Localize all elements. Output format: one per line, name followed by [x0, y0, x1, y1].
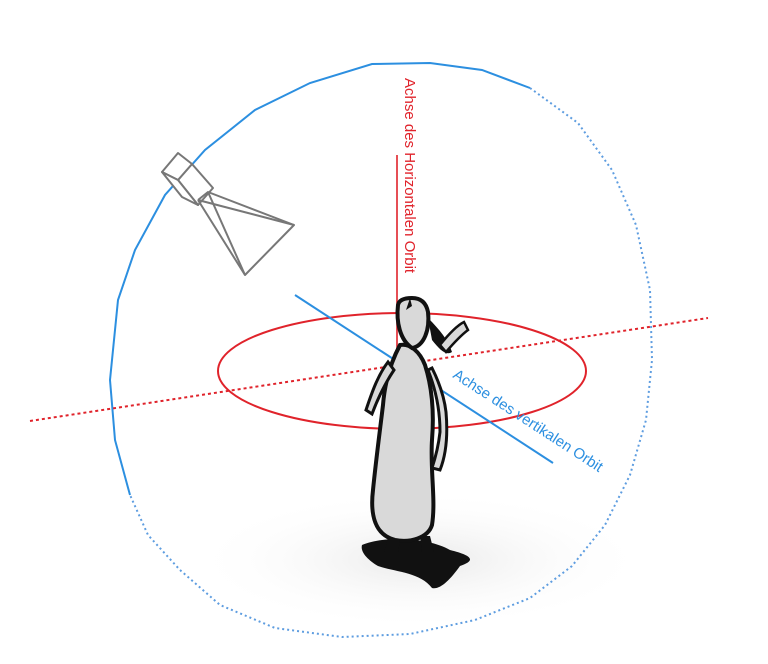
figure-feet — [384, 536, 434, 552]
horizontal-reference-line — [29, 317, 709, 422]
figure-head — [395, 295, 431, 351]
figure-body — [370, 342, 436, 543]
figure-right-arm — [426, 365, 449, 472]
figure-raised-hand — [438, 320, 470, 354]
figure-left-arm — [364, 359, 396, 417]
figure-hair — [406, 298, 452, 354]
vertical-orbit-path-solid — [108, 61, 531, 496]
camera-cone-edge-2 — [207, 191, 246, 276]
camera-box-side — [161, 171, 199, 206]
camera-icon — [161, 152, 295, 276]
vertical-orbit-path-dotted — [129, 87, 654, 639]
character-figure-icon — [361, 295, 471, 589]
horizontal-orbit-axis-label: Achse des Horizontalen Orbit — [401, 78, 418, 274]
